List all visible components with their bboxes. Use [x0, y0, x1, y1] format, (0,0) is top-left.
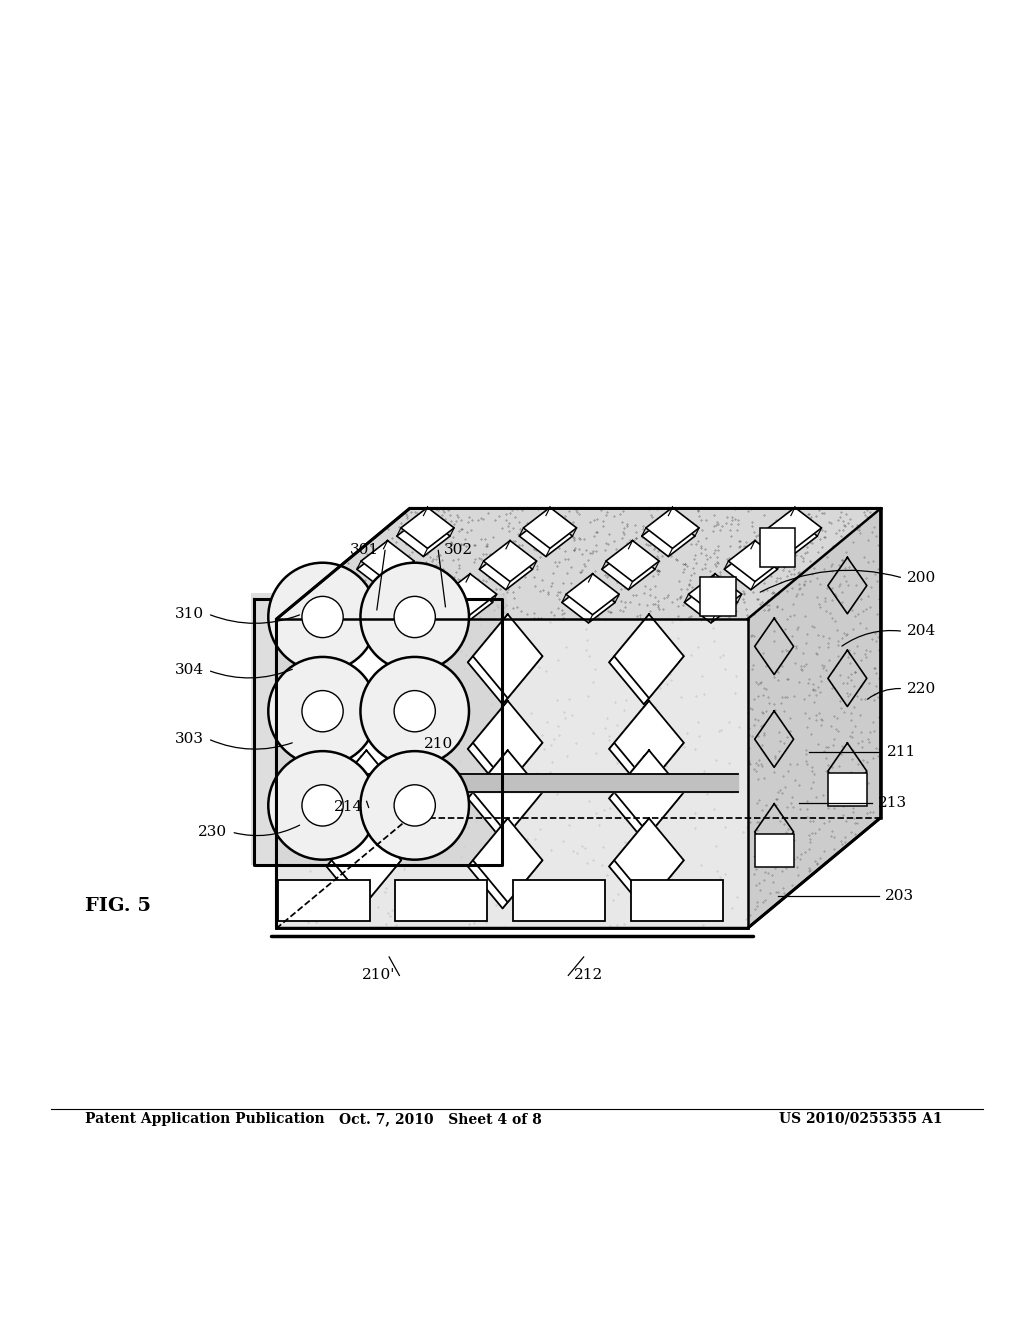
Bar	[699, 577, 735, 616]
Polygon shape	[609, 708, 679, 791]
Bar	[513, 880, 605, 921]
Text: 210': 210'	[362, 969, 395, 982]
Polygon shape	[724, 549, 777, 590]
Text: 310: 310	[175, 607, 204, 620]
Circle shape	[302, 690, 343, 731]
Circle shape	[268, 657, 377, 766]
Circle shape	[360, 562, 469, 672]
Bar	[631, 880, 723, 921]
Text: FIG. 5: FIG. 5	[85, 896, 151, 915]
Text: 230: 230	[199, 825, 227, 840]
Polygon shape	[523, 507, 577, 548]
Text: 200: 200	[907, 572, 936, 585]
Polygon shape	[400, 507, 455, 548]
Text: US 2010/0255355 A1: US 2010/0255355 A1	[778, 1111, 942, 1126]
Polygon shape	[764, 516, 817, 557]
Polygon shape	[614, 701, 684, 785]
Polygon shape	[566, 574, 620, 615]
Polygon shape	[602, 549, 655, 590]
Polygon shape	[614, 750, 684, 834]
Polygon shape	[327, 756, 396, 841]
Polygon shape	[360, 541, 414, 582]
Polygon shape	[468, 756, 538, 841]
Text: 203: 203	[885, 888, 913, 903]
Polygon shape	[688, 574, 741, 615]
Circle shape	[268, 751, 377, 859]
Polygon shape	[327, 620, 396, 705]
Circle shape	[360, 751, 469, 859]
Polygon shape	[609, 756, 679, 841]
Bar	[395, 880, 487, 921]
Polygon shape	[251, 594, 507, 865]
Polygon shape	[356, 549, 410, 590]
Text: 204: 204	[907, 624, 936, 639]
Text: 212: 212	[574, 969, 603, 982]
Text: 303: 303	[175, 731, 204, 746]
Polygon shape	[286, 774, 738, 792]
Circle shape	[302, 597, 343, 638]
Polygon shape	[468, 825, 538, 908]
Circle shape	[360, 657, 469, 766]
Text: 214: 214	[334, 800, 362, 814]
Circle shape	[394, 690, 435, 731]
Polygon shape	[519, 516, 572, 557]
Polygon shape	[473, 818, 543, 903]
Bar	[827, 774, 866, 807]
Polygon shape	[276, 508, 881, 619]
Polygon shape	[332, 701, 401, 785]
Bar	[755, 834, 794, 867]
Polygon shape	[768, 507, 821, 548]
Polygon shape	[606, 541, 659, 582]
Text: 220: 220	[907, 681, 936, 696]
Bar	[760, 528, 796, 566]
Polygon shape	[327, 825, 396, 908]
Polygon shape	[684, 582, 737, 623]
Polygon shape	[479, 549, 532, 590]
Polygon shape	[473, 701, 543, 785]
Polygon shape	[748, 508, 881, 928]
Polygon shape	[276, 619, 748, 928]
Polygon shape	[728, 541, 781, 582]
Circle shape	[268, 562, 377, 672]
Circle shape	[394, 785, 435, 826]
Polygon shape	[439, 582, 493, 623]
Polygon shape	[609, 825, 679, 908]
Polygon shape	[483, 541, 537, 582]
Polygon shape	[396, 516, 451, 557]
Polygon shape	[473, 614, 543, 698]
Text: 301: 301	[350, 544, 379, 557]
Polygon shape	[562, 582, 615, 623]
Text: Oct. 7, 2010   Sheet 4 of 8: Oct. 7, 2010 Sheet 4 of 8	[339, 1111, 542, 1126]
Polygon shape	[332, 614, 401, 698]
Polygon shape	[614, 818, 684, 903]
Polygon shape	[443, 574, 497, 615]
Polygon shape	[614, 614, 684, 698]
Polygon shape	[327, 708, 396, 791]
Bar	[278, 880, 370, 921]
Text: 210: 210	[424, 737, 453, 751]
Polygon shape	[646, 507, 699, 548]
Polygon shape	[642, 516, 695, 557]
Circle shape	[394, 597, 435, 638]
Text: 211: 211	[887, 746, 915, 759]
Polygon shape	[317, 582, 371, 623]
Text: 304: 304	[175, 663, 204, 677]
Polygon shape	[468, 620, 538, 705]
Polygon shape	[473, 750, 543, 834]
Text: Patent Application Publication: Patent Application Publication	[85, 1111, 325, 1126]
Circle shape	[302, 785, 343, 826]
Text: 213: 213	[879, 796, 907, 810]
Polygon shape	[609, 620, 679, 705]
Polygon shape	[332, 750, 401, 834]
Polygon shape	[468, 708, 538, 791]
Text: 302: 302	[444, 544, 473, 557]
Polygon shape	[322, 574, 375, 615]
Polygon shape	[332, 818, 401, 903]
